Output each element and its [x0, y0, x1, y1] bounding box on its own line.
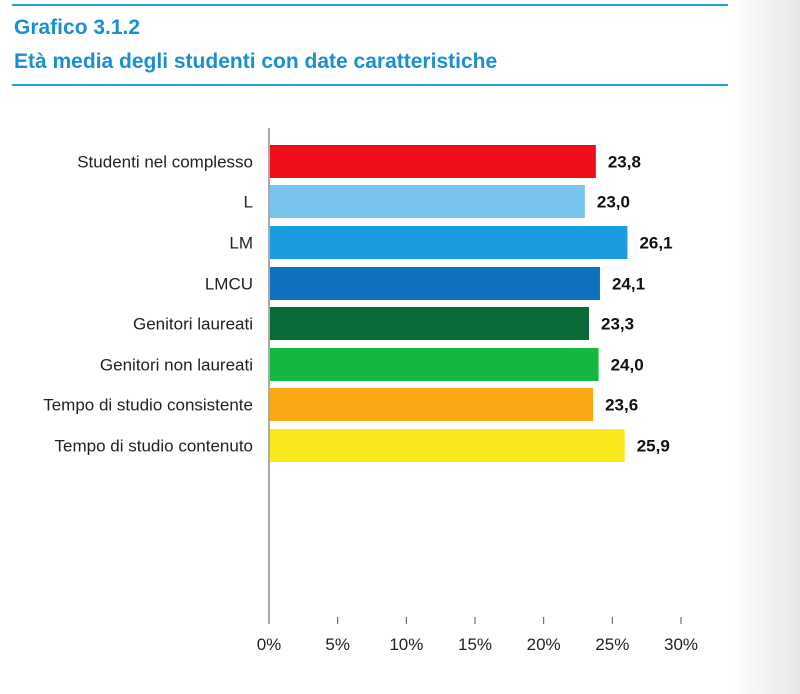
- value-label-4: 23,3: [601, 315, 634, 334]
- value-label-0: 23,8: [608, 153, 641, 172]
- x-tick-label-3: 15%: [458, 635, 492, 654]
- bar-2: [270, 226, 628, 259]
- bar-3: [270, 267, 600, 300]
- bar-0: [270, 145, 596, 178]
- bar-1: [270, 185, 585, 218]
- category-label-0: Studenti nel complesso: [77, 153, 253, 172]
- page-edge-shadow: [730, 0, 800, 694]
- category-label-1: L: [244, 193, 253, 212]
- value-label-1: 23,0: [597, 193, 630, 212]
- value-label-7: 25,9: [637, 437, 670, 456]
- x-tick-label-1: 5%: [325, 635, 350, 654]
- value-label-3: 24,1: [612, 275, 645, 294]
- category-label-6: Tempo di studio consistente: [43, 396, 253, 415]
- x-tick-label-4: 20%: [527, 635, 561, 654]
- x-tick-label-0: 0%: [257, 635, 282, 654]
- bar-5: [270, 348, 599, 381]
- value-label-6: 23,6: [605, 396, 638, 415]
- chart-title: Età media degli studenti con date caratt…: [14, 50, 498, 73]
- category-label-3: LMCU: [205, 275, 253, 294]
- x-tick-label-5: 25%: [595, 635, 629, 654]
- bar-6: [270, 388, 594, 421]
- value-label-2: 26,1: [639, 234, 672, 253]
- category-label-4: Genitori laureati: [133, 315, 253, 334]
- category-label-7: Tempo di studio contenuto: [55, 437, 253, 456]
- category-label-5: Genitori non laureati: [100, 356, 253, 375]
- x-tick-label-6: 30%: [664, 635, 698, 654]
- bar-4: [270, 307, 589, 340]
- category-label-2: LM: [229, 234, 253, 253]
- x-tick-label-2: 10%: [389, 635, 423, 654]
- title-rule-bottom: [12, 84, 728, 86]
- bar-7: [270, 429, 625, 462]
- value-label-5: 24,0: [611, 356, 644, 375]
- figure-number: Grafico 3.1.2: [14, 16, 141, 39]
- title-rule-top: [12, 4, 728, 6]
